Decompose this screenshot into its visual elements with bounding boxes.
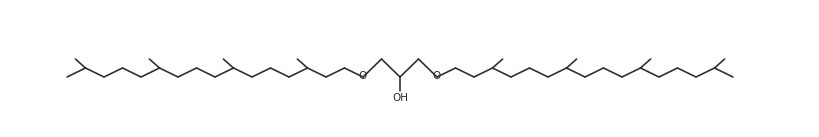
Text: OH: OH [391,93,408,103]
Text: O: O [432,71,441,81]
Text: O: O [359,71,367,81]
